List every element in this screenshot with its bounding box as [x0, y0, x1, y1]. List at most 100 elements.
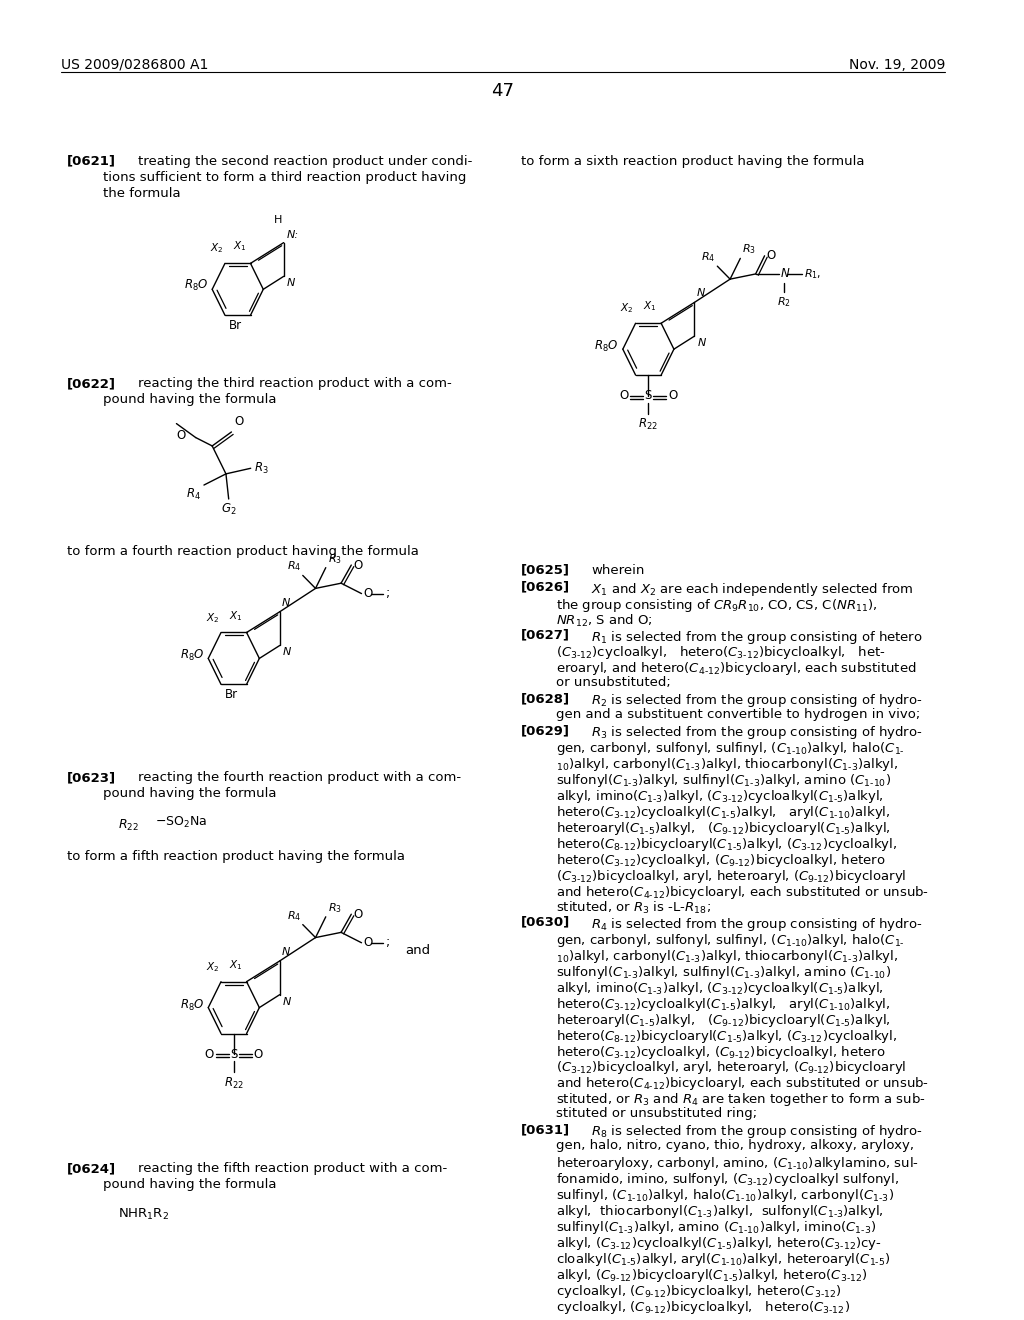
Text: alkyl, ($C_{9\text{-}12}$)bicycloaryl($C_{1\text{-}5}$)alkyl, hetero($C_{3\text{: alkyl, ($C_{9\text{-}12}$)bicycloaryl($C… [556, 1267, 867, 1284]
Text: $_{10}$)alkyl, carbonyl($C_{1\text{-}3}$)alkyl, thiocarbonyl($C_{1\text{-}3}$)al: $_{10}$)alkyl, carbonyl($C_{1\text{-}3}$… [556, 756, 898, 774]
Text: and: and [404, 944, 430, 957]
Text: O: O [620, 389, 629, 403]
Text: tions sufficient to form a third reaction product having: tions sufficient to form a third reactio… [103, 170, 467, 183]
Text: to form a fourth reaction product having the formula: to form a fourth reaction product having… [67, 545, 419, 558]
Text: O: O [669, 389, 678, 403]
Text: $R_2$: $R_2$ [776, 296, 791, 309]
Text: the formula: the formula [103, 186, 181, 199]
Text: heteroaryl($C_{1\text{-}5}$)alkyl,   ($C_{9\text{-}12}$)bicycloaryl($C_{1\text{-: heteroaryl($C_{1\text{-}5}$)alkyl, ($C_{… [556, 1011, 891, 1028]
Text: reacting the fifth reaction product with a com-: reacting the fifth reaction product with… [137, 1162, 446, 1175]
Text: N: N [780, 268, 790, 280]
Text: 47: 47 [492, 82, 514, 100]
Text: N: N [697, 338, 706, 348]
Text: cycloalkyl, ($C_{9\text{-}12}$)bicycloalkyl,   hetero($C_{3\text{-}12}$): cycloalkyl, ($C_{9\text{-}12}$)bicycloal… [556, 1299, 850, 1316]
Text: gen, carbonyl, sulfonyl, sulfinyl, ($C_{1\text{-}10}$)alkyl, halo($C_{1\text{-}}: gen, carbonyl, sulfonyl, sulfinyl, ($C_{… [556, 741, 905, 758]
Text: N: N [282, 598, 290, 607]
Text: $R_8O$: $R_8O$ [180, 998, 205, 1012]
Text: $R_4$ is selected from the group consisting of hydro-: $R_4$ is selected from the group consist… [592, 916, 923, 933]
Text: ($C_{3\text{-}12}$)bicycloalkyl, aryl, heteroaryl, ($C_{9\text{-}12}$)bicycloary: ($C_{3\text{-}12}$)bicycloalkyl, aryl, h… [556, 1060, 906, 1077]
Text: O: O [254, 1048, 263, 1061]
Text: alkyl,  thiocarbonyl($C_{1\text{-}3}$)alkyl,  sulfonyl($C_{1\text{-}3}$)alkyl,: alkyl, thiocarbonyl($C_{1\text{-}3}$)alk… [556, 1203, 884, 1220]
Text: $R_4$: $R_4$ [701, 251, 716, 264]
Text: $R_1$ is selected from the group consisting of hetero: $R_1$ is selected from the group consist… [592, 628, 924, 645]
Text: O: O [234, 414, 244, 428]
Text: $R_8O$: $R_8O$ [595, 339, 618, 354]
Text: O: O [364, 587, 373, 601]
Text: cycloalkyl, ($C_{9\text{-}12}$)bicycloalkyl, hetero($C_{3\text{-}12}$): cycloalkyl, ($C_{9\text{-}12}$)bicycloal… [556, 1283, 842, 1300]
Text: $\mathsf{NHR_1R_2}$: $\mathsf{NHR_1R_2}$ [118, 1206, 169, 1222]
Text: N: N [282, 946, 290, 957]
Text: $R_1,$: $R_1,$ [804, 267, 821, 281]
Text: sulfinyl, ($C_{1\text{-}10}$)alkyl, halo($C_{1\text{-}10}$)alkyl, carbonyl($C_{1: sulfinyl, ($C_{1\text{-}10}$)alkyl, halo… [556, 1187, 894, 1204]
Text: Nov. 19, 2009: Nov. 19, 2009 [849, 58, 945, 71]
Text: gen, carbonyl, sulfonyl, sulfinyl, ($C_{1\text{-}10}$)alkyl, halo($C_{1\text{-}}: gen, carbonyl, sulfonyl, sulfinyl, ($C_{… [556, 932, 905, 949]
Text: $_{10}$)alkyl, carbonyl($C_{1\text{-}3}$)alkyl, thiocarbonyl($C_{1\text{-}3}$)al: $_{10}$)alkyl, carbonyl($C_{1\text{-}3}$… [556, 948, 898, 965]
Text: $R_8O$: $R_8O$ [184, 279, 208, 293]
Text: [0629]: [0629] [520, 725, 569, 738]
Text: H: H [273, 215, 282, 224]
Text: pound having the formula: pound having the formula [103, 1179, 276, 1191]
Text: O: O [353, 908, 362, 921]
Text: $G_2$: $G_2$ [221, 502, 237, 517]
Text: wherein: wherein [592, 564, 645, 577]
Text: stituted or unsubstituted ring;: stituted or unsubstituted ring; [556, 1107, 757, 1121]
Text: [0621]: [0621] [67, 154, 116, 168]
Text: $R_3$: $R_3$ [254, 461, 268, 475]
Text: $R_8O$: $R_8O$ [180, 648, 205, 664]
Text: Br: Br [224, 688, 238, 701]
Text: $R_4$: $R_4$ [287, 560, 301, 573]
Text: stituted, or $R_3$ is -L-$R_{18}$;: stituted, or $R_3$ is -L-$R_{18}$; [556, 900, 711, 916]
Text: alkyl, imino($C_{1\text{-}3}$)alkyl, ($C_{3\text{-}12}$)cycloalkyl($C_{1\text{-}: alkyl, imino($C_{1\text{-}3}$)alkyl, ($C… [556, 788, 884, 805]
Text: O: O [353, 558, 362, 572]
Text: $NR_{12}$, S and O;: $NR_{12}$, S and O; [556, 612, 652, 628]
Text: eroaryl, and hetero($C_{4\text{-}12}$)bicycloaryl, each substituted: eroaryl, and hetero($C_{4\text{-}12}$)bi… [556, 660, 916, 677]
Text: $R_3$: $R_3$ [328, 902, 342, 915]
Text: N: N [696, 289, 705, 298]
Text: reacting the fourth reaction product with a com-: reacting the fourth reaction product wit… [137, 771, 461, 784]
Text: ;: ; [386, 587, 390, 601]
Text: and hetero($C_{4\text{-}12}$)bicycloaryl, each substituted or unsub-: and hetero($C_{4\text{-}12}$)bicycloaryl… [556, 884, 929, 900]
Text: ($C_{3\text{-}12}$)cycloalkyl,   hetero($C_{3\text{-}12}$)bicycloalkyl,   het-: ($C_{3\text{-}12}$)cycloalkyl, hetero($C… [556, 644, 886, 661]
Text: pound having the formula: pound having the formula [103, 787, 276, 800]
Text: N: N [287, 279, 295, 288]
Text: [0624]: [0624] [67, 1162, 116, 1175]
Text: $R_4$: $R_4$ [287, 908, 301, 923]
Text: $\mathsf{-SO_2Na}$: $\mathsf{-SO_2Na}$ [156, 814, 208, 830]
Text: hetero($C_{3\text{-}12}$)cycloalkyl($C_{1\text{-}5}$)alkyl,   aryl($C_{1\text{-}: hetero($C_{3\text{-}12}$)cycloalkyl($C_{… [556, 804, 891, 821]
Text: or unsubstituted;: or unsubstituted; [556, 676, 671, 689]
Text: $R_4$: $R_4$ [186, 487, 201, 502]
Text: hetero($C_{3\text{-}12}$)cycloalkyl, ($C_{9\text{-}12}$)bicycloalkyl, hetero: hetero($C_{3\text{-}12}$)cycloalkyl, ($C… [556, 851, 886, 869]
Text: ;: ; [386, 936, 390, 949]
Text: $X_2$: $X_2$ [621, 301, 634, 315]
Text: N:: N: [287, 230, 299, 240]
Text: fonamido, imino, sulfonyl, ($C_{3\text{-}12}$)cycloalkyl sulfonyl,: fonamido, imino, sulfonyl, ($C_{3\text{-… [556, 1171, 899, 1188]
Text: [0627]: [0627] [520, 628, 569, 642]
Text: $R_{22}$: $R_{22}$ [224, 1076, 244, 1090]
Text: [0623]: [0623] [67, 771, 116, 784]
Text: [0626]: [0626] [520, 581, 569, 594]
Text: sulfonyl($C_{1\text{-}3}$)alkyl, sulfinyl($C_{1\text{-}3}$)alkyl, amino ($C_{1\t: sulfonyl($C_{1\text{-}3}$)alkyl, sulfiny… [556, 964, 891, 981]
Text: hetero($C_{3\text{-}12}$)cycloalkyl($C_{1\text{-}5}$)alkyl,   aryl($C_{1\text{-}: hetero($C_{3\text{-}12}$)cycloalkyl($C_{… [556, 995, 891, 1012]
Text: $X_1$: $X_1$ [229, 609, 243, 623]
Text: alkyl, ($C_{3\text{-}12}$)cycloalkyl($C_{1\text{-}5}$)alkyl, hetero($C_{3\text{-: alkyl, ($C_{3\text{-}12}$)cycloalkyl($C_… [556, 1236, 882, 1253]
Text: S: S [645, 389, 652, 403]
Text: [0628]: [0628] [520, 693, 569, 705]
Text: the group consisting of $CR_9R_{10}$, CO, CS, C($NR_{11}$),: the group consisting of $CR_9R_{10}$, CO… [556, 597, 878, 614]
Text: pound having the formula: pound having the formula [103, 393, 276, 407]
Text: $R_{22}$: $R_{22}$ [118, 818, 138, 833]
Text: treating the second reaction product under condi-: treating the second reaction product und… [137, 154, 472, 168]
Text: S: S [230, 1048, 238, 1061]
Text: reacting the third reaction product with a com-: reacting the third reaction product with… [137, 378, 452, 391]
Text: stituted, or $R_3$ and $R_4$ are taken together to form a sub-: stituted, or $R_3$ and $R_4$ are taken t… [556, 1092, 926, 1109]
Text: heteroaryloxy, carbonyl, amino, ($C_{1\text{-}10}$)alkylamino, sul-: heteroaryloxy, carbonyl, amino, ($C_{1\t… [556, 1155, 919, 1172]
Text: [0625]: [0625] [520, 564, 569, 577]
Text: $X_2$: $X_2$ [206, 611, 219, 624]
Text: hetero($C_{3\text{-}12}$)cycloalkyl, ($C_{9\text{-}12}$)bicycloalkyl, hetero: hetero($C_{3\text{-}12}$)cycloalkyl, ($C… [556, 1044, 886, 1060]
Text: $R_3$: $R_3$ [328, 552, 342, 566]
Text: gen and a substituent convertible to hydrogen in vivo;: gen and a substituent convertible to hyd… [556, 709, 921, 721]
Text: US 2009/0286800 A1: US 2009/0286800 A1 [60, 58, 208, 71]
Text: $R_2$ is selected from the group consisting of hydro-: $R_2$ is selected from the group consist… [592, 693, 923, 709]
Text: O: O [364, 936, 373, 949]
Text: $X_1$ and $X_2$ are each independently selected from: $X_1$ and $X_2$ are each independently s… [592, 581, 913, 598]
Text: gen, halo, nitro, cyano, thio, hydroxy, alkoxy, aryloxy,: gen, halo, nitro, cyano, thio, hydroxy, … [556, 1139, 914, 1152]
